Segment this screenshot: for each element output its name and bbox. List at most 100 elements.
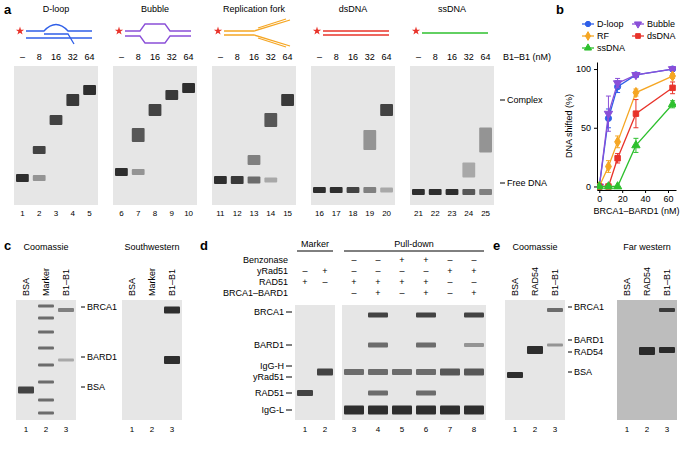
error-cap: [633, 99, 638, 100]
lane-label: 64: [184, 52, 194, 62]
band-tick: [81, 387, 85, 388]
lane-number: 4: [71, 209, 76, 218]
lane-number: 3: [54, 209, 59, 218]
cell: +: [351, 277, 356, 287]
band-label: BARD1: [574, 335, 604, 345]
lane-label: 32: [167, 52, 177, 62]
error-cap: [670, 81, 675, 82]
series-line: [599, 88, 672, 187]
band-tick: [568, 340, 572, 341]
band: [149, 104, 162, 116]
tick: 60: [663, 190, 673, 204]
lane-number: 18: [349, 209, 358, 218]
band: [317, 369, 333, 376]
lane-label: B1–B1: [61, 269, 71, 296]
band-tick: [286, 366, 292, 367]
blot-title: Southwestern: [124, 242, 179, 252]
lane-number: 24: [464, 209, 473, 218]
lane-label: 16: [51, 52, 61, 62]
lane-label: 64: [382, 52, 392, 62]
band: [416, 406, 436, 415]
cell: –: [447, 288, 452, 298]
lane-number: 14: [266, 209, 275, 218]
cell: –: [471, 255, 476, 265]
lane-number: 2: [323, 425, 328, 434]
band: [297, 390, 313, 396]
error-cap: [615, 92, 620, 93]
blot-title: Coomassie: [512, 242, 557, 252]
cell: +: [471, 266, 476, 276]
band: [248, 155, 261, 165]
strand: [323, 34, 389, 35]
gel: [113, 66, 197, 205]
error-cap: [606, 131, 611, 132]
point: [633, 87, 639, 97]
band: [363, 130, 376, 150]
tick-label: 0: [597, 194, 602, 204]
tick-mark: [645, 190, 646, 193]
lane-number: 8: [153, 209, 158, 218]
panel-d: dMarker12Pull-down345678Benzonase––++––y…: [200, 238, 486, 434]
band: [132, 128, 145, 142]
group-bracket: [344, 251, 484, 252]
lane-number: 3: [352, 425, 357, 434]
point: [632, 73, 640, 80]
band: [464, 343, 484, 347]
lane-number: 4: [376, 425, 381, 434]
band: [380, 104, 393, 116]
gel: [16, 300, 76, 420]
band: [33, 146, 46, 154]
error-bar: [670, 82, 675, 94]
lane-label: –: [20, 52, 25, 62]
lane-number: 1: [625, 425, 630, 434]
band-label: IgG-L: [261, 405, 284, 415]
strand: [26, 25, 92, 32]
band: [547, 344, 563, 347]
lane-label: –: [317, 52, 322, 62]
lane-number: 5: [400, 425, 405, 434]
gel: [212, 66, 296, 205]
band: [507, 372, 523, 378]
gel: [342, 305, 486, 420]
lane-number: 3: [665, 425, 670, 434]
blot-title: Far western: [623, 242, 671, 252]
legend: D-loopBubbleRFdsDNAssDNA: [582, 19, 676, 53]
tick-label: 40: [641, 194, 651, 204]
lane-label: 8: [433, 52, 438, 62]
series-line: [599, 76, 672, 186]
legend-marker: [636, 34, 641, 39]
lane-number: 1: [130, 425, 135, 434]
band: [18, 387, 34, 394]
panel-letter: c: [4, 238, 11, 253]
lane-number: 22: [431, 209, 440, 218]
axis-line: [597, 63, 598, 191]
band: [115, 168, 128, 176]
band: [380, 188, 393, 193]
tick-mark: [594, 69, 597, 70]
gel: [14, 66, 98, 205]
label-star: [16, 27, 24, 35]
cell: +: [375, 277, 380, 287]
panel-letter: a: [4, 2, 12, 17]
band-tick: [286, 410, 292, 411]
lane-label: 16: [249, 52, 259, 62]
axis-title: DNA shifted (%): [564, 94, 574, 158]
band-label: RAD51: [255, 388, 284, 398]
lane-number: 5: [87, 209, 92, 218]
error-cap: [633, 138, 638, 139]
band: [264, 113, 277, 127]
legend-label: dsDNA: [647, 31, 676, 41]
lane-label: Marker: [147, 268, 157, 296]
series-line: [599, 69, 672, 186]
error-cap: [670, 93, 675, 94]
lane-number: 7: [448, 425, 453, 434]
lane-number: 13: [250, 209, 259, 218]
lane-label: RAD54: [642, 267, 652, 296]
point: [613, 81, 621, 88]
lane-label: 32: [266, 52, 276, 62]
lane-label: 16: [348, 52, 358, 62]
lane-number: 2: [533, 425, 538, 434]
band: [392, 369, 412, 375]
band-tick: [81, 307, 85, 308]
lane-label: 32: [68, 52, 78, 62]
